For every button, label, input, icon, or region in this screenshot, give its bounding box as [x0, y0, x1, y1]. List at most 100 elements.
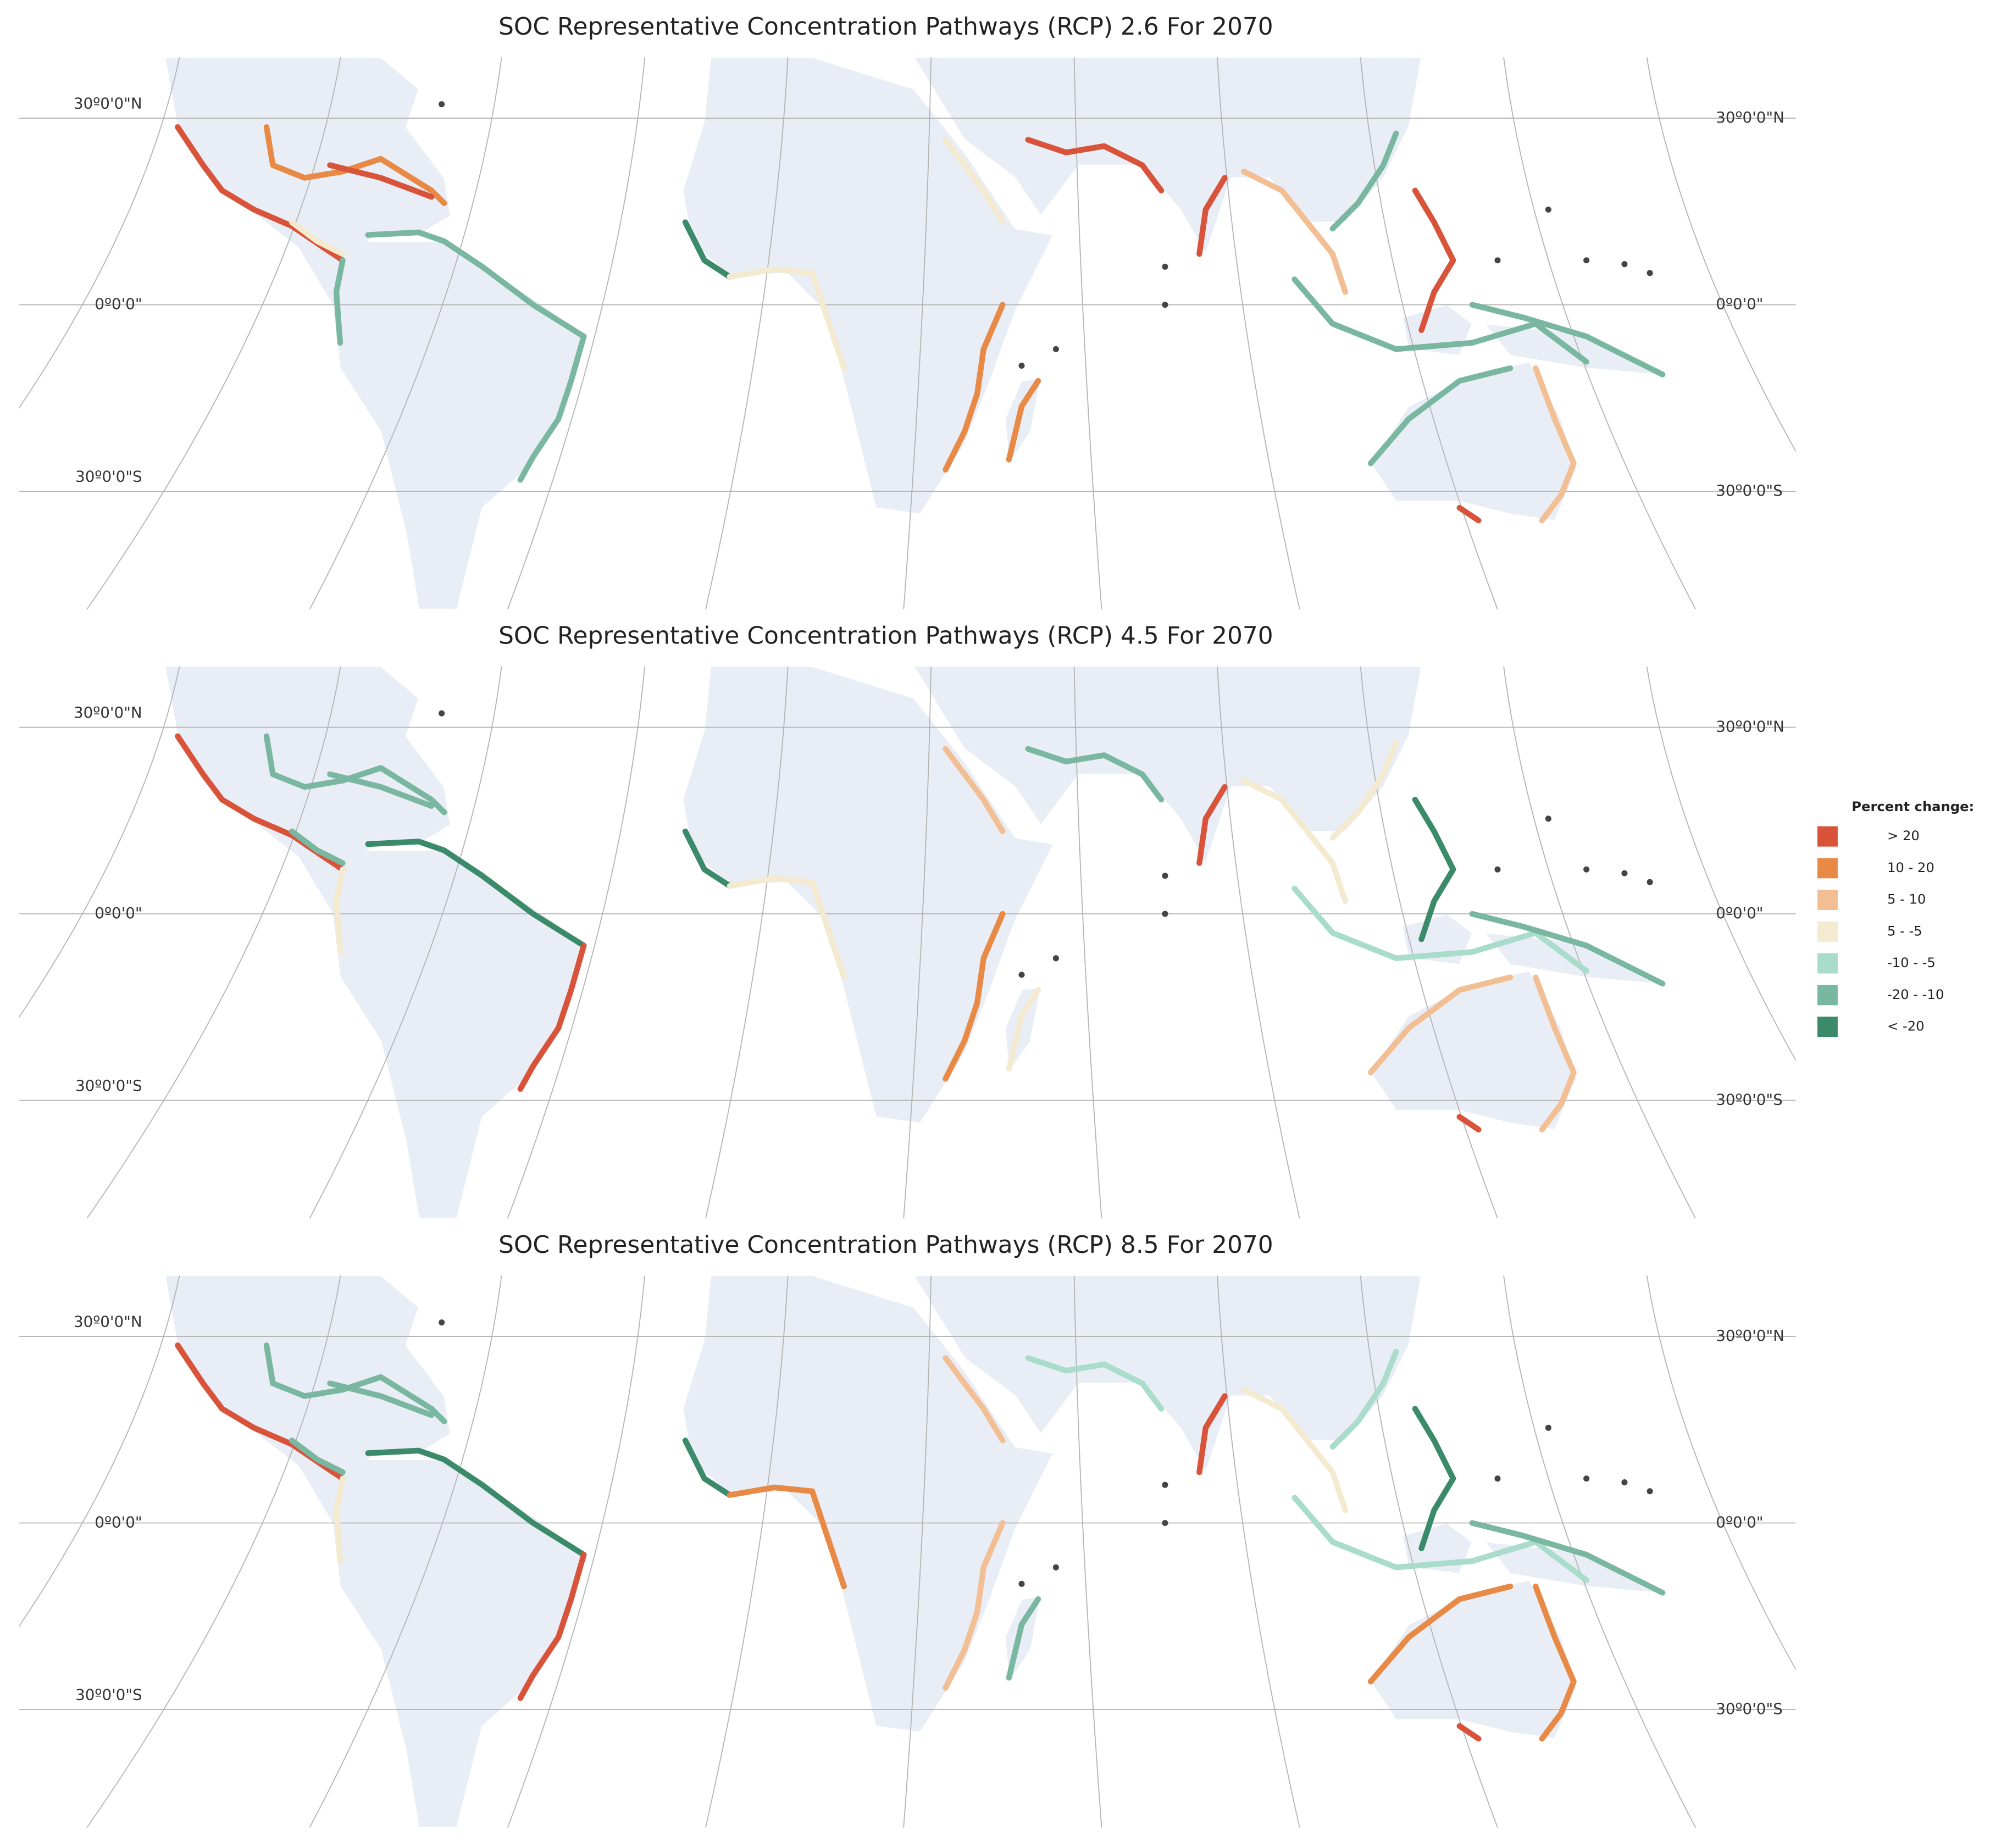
latitude-label: 30º0'0"N: [74, 95, 142, 113]
legend-swatch: [1817, 826, 1838, 847]
coastal-segment: [1240, 168, 1349, 295]
meridian: [1646, 666, 1796, 1062]
coastal-segment: [263, 1342, 447, 1424]
coastal-segment: [727, 266, 847, 371]
meridian: [1646, 1275, 1796, 1671]
island-dot: [1018, 972, 1025, 978]
coastal-segment: [1412, 796, 1456, 942]
map-panel: SOC Representative Concentration Pathway…: [19, 1231, 1796, 1828]
coastal-segment: [943, 137, 1006, 225]
legend-label: > 20: [1887, 828, 1920, 843]
meridian: [19, 666, 180, 1018]
meridian: [903, 1275, 932, 1828]
coastal-segment: [365, 1447, 587, 1558]
latitude-label: 30º0'0"S: [75, 468, 142, 486]
coastal-segment: [1469, 911, 1666, 987]
island-dot: [439, 101, 445, 108]
coastal-segment: [327, 771, 435, 809]
meridian: [1073, 1275, 1102, 1828]
island-dot: [1621, 870, 1628, 876]
coastal-segment: [1240, 778, 1349, 904]
map-area: [19, 57, 1796, 609]
latitude-label: 30º0'0"N: [1716, 108, 1784, 126]
map-panel: SOC Representative Concentration Pathway…: [19, 13, 1796, 609]
coastal-segment: [1533, 1583, 1577, 1742]
legend-label: -10 - -5: [1887, 954, 1936, 970]
coastal-segment: [1533, 365, 1577, 524]
coastal-segment: [1025, 137, 1165, 193]
coastal-segment: [1025, 1355, 1165, 1412]
island-dot: [1647, 270, 1653, 276]
meridian: [705, 57, 789, 609]
island-dot: [1545, 206, 1551, 213]
coastal-segment: [517, 334, 587, 483]
legend-label: 5 - 10: [1887, 891, 1926, 907]
coastal-segment: [333, 1475, 346, 1564]
meridian: [1503, 666, 1697, 1219]
landmass: [1370, 970, 1577, 1130]
coastal-segment: [289, 219, 346, 257]
meridian: [1073, 57, 1102, 609]
meridian: [507, 666, 646, 1219]
map-area: [19, 666, 1796, 1219]
coastal-segment: [1329, 740, 1399, 841]
coastal-segment: [1412, 187, 1456, 333]
legend-title: Percent change:: [1852, 798, 1974, 814]
coastal-segment: [943, 746, 1006, 835]
latitude-label: 0º0'0": [95, 1513, 142, 1531]
map-area: [19, 1275, 1796, 1828]
coastal-segment: [943, 1355, 1006, 1444]
landmass: [1370, 1579, 1577, 1740]
latitude-label: 0º0'0": [1716, 295, 1763, 313]
legend-label: -20 - -10: [1887, 986, 1944, 1002]
island-dot: [1583, 1475, 1590, 1482]
latitude-label: 0º0'0": [1716, 904, 1763, 922]
coastal-segment: [263, 124, 447, 207]
legend-swatch: [1817, 921, 1838, 942]
coastal-segment: [682, 828, 733, 889]
coastal-segment: [517, 1552, 587, 1701]
meridian: [309, 1275, 502, 1828]
coastal-segment: [943, 911, 1006, 1082]
coastal-segment: [943, 1520, 1006, 1691]
meridian: [19, 1275, 180, 1628]
island-dot: [1162, 911, 1168, 917]
meridian: [507, 1275, 646, 1828]
legend-label: 10 - 20: [1887, 859, 1934, 875]
coastal-segment: [333, 867, 346, 955]
island-dot: [1018, 362, 1025, 369]
legend-swatch: [1817, 890, 1838, 911]
latitude-label: 30º0'0"N: [74, 703, 142, 722]
latitude-label: 0º0'0": [95, 904, 142, 922]
coastal-segment: [1025, 746, 1165, 803]
legend-swatch: [1817, 985, 1838, 1006]
meridian: [1217, 1275, 1300, 1828]
island-dot: [439, 1319, 445, 1326]
panel-title: SOC Representative Concentration Pathway…: [498, 622, 1273, 650]
legend-label: < -20: [1887, 1018, 1925, 1034]
latitude-label: 30º0'0"N: [1716, 1327, 1784, 1345]
island-dot: [1494, 1475, 1501, 1482]
legend-swatch: [1817, 858, 1838, 879]
coastal-segment: [289, 828, 346, 866]
legend-label: 5 - -5: [1887, 923, 1922, 939]
island-dot: [1162, 1481, 1168, 1488]
coastal-segment: [727, 875, 847, 980]
coastal-segment: [263, 733, 447, 815]
island-dot: [1621, 261, 1628, 268]
coastal-segment: [1329, 1348, 1399, 1450]
island-dot: [1018, 1580, 1025, 1587]
meridian: [1360, 666, 1498, 1219]
latitude-label: 30º0'0"N: [74, 1313, 142, 1331]
island-dot: [439, 710, 445, 717]
meridian: [1360, 57, 1498, 609]
coastal-segment: [682, 219, 733, 280]
meridian: [1217, 57, 1300, 609]
island-dot: [1162, 1519, 1168, 1527]
meridian: [1217, 666, 1300, 1219]
coastal-segment: [682, 1438, 733, 1498]
landmass: [164, 57, 587, 609]
island-dot: [1052, 346, 1059, 352]
